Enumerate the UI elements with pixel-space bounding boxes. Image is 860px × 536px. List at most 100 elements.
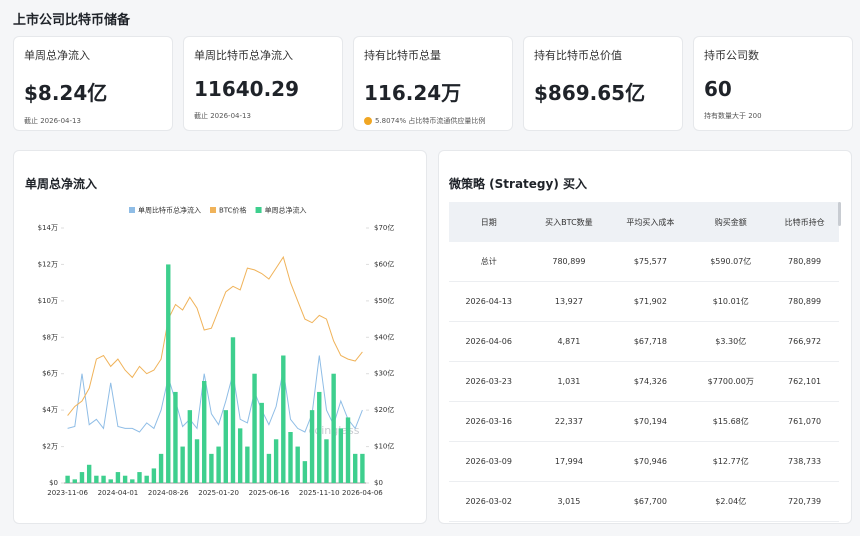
bar <box>259 402 264 483</box>
y2-tick-label: $40亿 <box>374 332 394 341</box>
bar <box>288 432 293 483</box>
y-tick-label: $6万 <box>42 370 58 378</box>
y-tick-label: $10万 <box>38 297 58 305</box>
table-title: 微策略 (Strategy) 买入 <box>449 177 588 191</box>
bar <box>130 479 135 483</box>
header-row: 日期 买入BTC数量 平均买入成本 购买金额 比特币持仓 <box>449 202 839 242</box>
bar <box>273 439 279 483</box>
stat-card: 单周比特币总净流入 11640.29 截止 2026-04-13 <box>183 36 343 131</box>
legend-label: 单周总净流入 <box>265 206 307 215</box>
bar <box>173 391 178 483</box>
table-cell: 2026-03-23 <box>449 361 529 402</box>
table-cell: $67,700 <box>609 481 692 522</box>
table-cell: $71,902 <box>609 281 692 322</box>
table-cell: 780,899 <box>528 242 610 282</box>
stat-card: 持有比特币总价值 $869.65亿 <box>523 36 683 131</box>
table-row: 2026-04-13 13,927 $71,902 $10.01亿 780,899 <box>449 281 839 322</box>
bar <box>338 428 344 483</box>
column-header: 购买金额 <box>691 202 771 242</box>
page-title: 上市公司比特币储备 <box>13 13 131 28</box>
table-cell: 13,927 <box>528 281 610 322</box>
stat-card: 单周总净流入 $8.24亿 截止 2026-04-13 <box>13 36 173 131</box>
bar <box>216 446 221 483</box>
table-cell: 780,899 <box>770 281 839 322</box>
x-tick-label: 2023-11-06 <box>47 489 88 497</box>
x-tick-label: 2025-11-10 <box>299 489 340 497</box>
table-cell: 4,871 <box>528 321 610 362</box>
stat-label: 单周总净流入 <box>24 49 90 62</box>
table-cell: 2026-03-09 <box>449 441 529 482</box>
stat-label: 持有比特币总价值 <box>534 49 622 62</box>
table-cell: 2026-03-02 <box>449 481 529 522</box>
y-tick-label: $8万 <box>42 333 58 341</box>
bar <box>166 264 171 483</box>
bar <box>180 446 185 483</box>
legend-swatch <box>210 207 216 213</box>
bar <box>324 439 329 483</box>
bar <box>281 355 286 483</box>
stat-value: 60 <box>704 77 732 101</box>
stat-note: 5.8074% 占比特币流通供应量比例 <box>364 116 502 126</box>
y2-tick-label: $0 <box>374 479 383 487</box>
x-tick-label: 2026-04-06 <box>342 489 383 497</box>
table-cell: 总计 <box>449 242 529 282</box>
table-cell: $12.77亿 <box>691 441 771 482</box>
note-text: 截止 2026-04-13 <box>194 112 251 120</box>
table-cell: $10.01亿 <box>691 281 771 322</box>
table-row: 2026-03-16 22,337 $70,194 $15.68亿 761,070 <box>449 401 839 442</box>
chart-title: 单周总净流入 <box>25 177 98 191</box>
table-cell: 2026-04-13 <box>449 281 529 322</box>
legend-swatch <box>129 207 135 213</box>
y2-tick-label: $20亿 <box>374 405 394 414</box>
line <box>67 355 363 433</box>
x-tick-label: 2025-01-20 <box>198 489 239 497</box>
bar <box>79 472 85 483</box>
table: 日期 买入BTC数量 平均买入成本 购买金额 比特币持仓 总计 780,899 $75,577… <box>449 202 839 522</box>
column-header: 比特币持仓 <box>770 202 839 242</box>
table-cell: $590.07亿 <box>691 242 771 282</box>
bar <box>209 453 214 483</box>
bar <box>194 439 200 483</box>
table-cell: $70,946 <box>609 441 692 482</box>
bar <box>230 337 236 483</box>
bar <box>345 417 351 483</box>
chart: $0 $2万 $4万 $6万 $8万 $10万 $12万 $14万 $0 $10亿 $20亿 $30亿… <box>38 206 395 498</box>
stat-card: 持有比特币总量 116.24万 5.8074% 占比特币流通供应量比例 <box>353 36 513 131</box>
bar <box>72 479 77 483</box>
stat-value: $869.65亿 <box>534 81 646 105</box>
bar <box>94 475 99 483</box>
bar <box>353 453 358 483</box>
table-card: 微策略 (Strategy) 买入 日期 买入BTC数量 平均买入成本 购买金额 比特币… <box>438 150 852 524</box>
table-cell: 22,337 <box>528 401 610 442</box>
y2-tick-label: $30亿 <box>374 369 394 378</box>
stat-note: 截止 2026-04-13 <box>194 111 332 121</box>
column-header: 买入BTC数量 <box>528 202 610 242</box>
line <box>67 255 363 416</box>
stat-value: 116.24万 <box>364 81 462 105</box>
bar <box>202 381 207 483</box>
y2-tick-label: $10亿 <box>374 442 394 451</box>
stat-label: 持币公司数 <box>704 49 759 62</box>
bar <box>86 464 92 483</box>
table-cell: $75,577 <box>609 242 692 282</box>
bar <box>237 428 243 483</box>
y-tick-label: $12万 <box>38 260 58 268</box>
bar <box>309 410 315 483</box>
legend-label: BTC价格 <box>219 206 247 215</box>
table-cell: 2026-03-16 <box>449 401 529 442</box>
bar <box>158 453 164 483</box>
y-tick-label: $2万 <box>42 443 58 451</box>
note-text: 5.8074% 占比特币流通供应量比例 <box>375 117 486 125</box>
bar <box>187 410 193 483</box>
y-tick-label: $14万 <box>38 224 58 232</box>
bar <box>295 446 300 483</box>
table-cell: $7700.00万 <box>691 361 771 402</box>
table-cell: 761,070 <box>770 401 839 442</box>
legend-label: 单周比特币总净流入 <box>138 206 201 215</box>
table-cell: $67,718 <box>609 321 692 362</box>
table-cell: 762,101 <box>770 361 839 402</box>
table-row: 2026-04-06 4,871 $67,718 $3.30亿 766,972 <box>449 321 839 362</box>
y2-tick-label: $60亿 <box>374 259 394 268</box>
bar <box>331 373 336 483</box>
stat-note: 截止 2026-04-13 <box>24 116 162 126</box>
